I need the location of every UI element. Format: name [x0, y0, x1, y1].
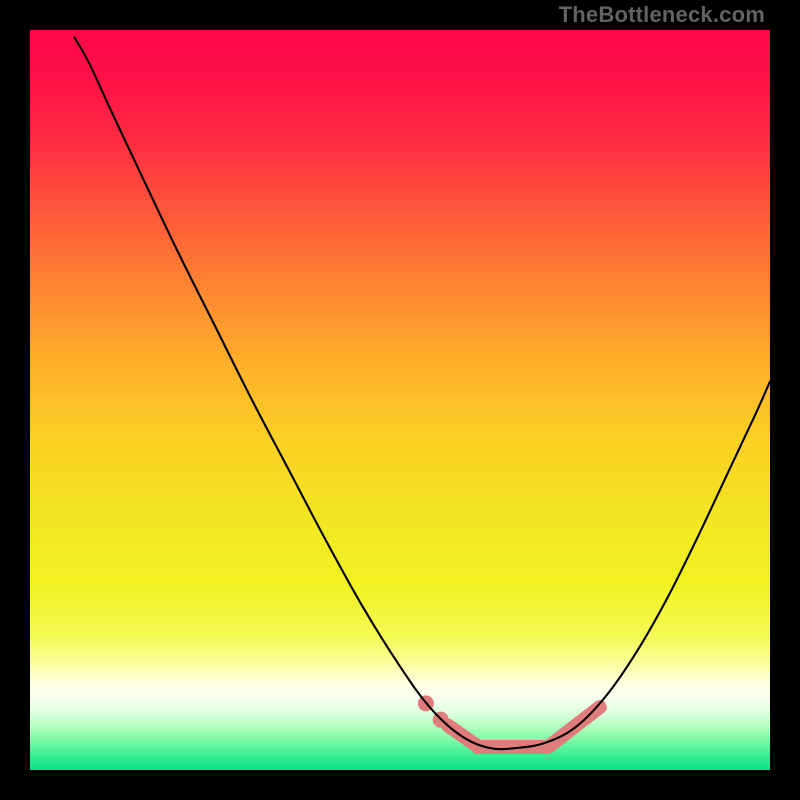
bottleneck-curve — [74, 37, 770, 749]
watermark-text: TheBottleneck.com — [559, 2, 765, 28]
chart-frame: TheBottleneck.com — [0, 0, 800, 800]
chart-svg-layer — [30, 30, 770, 770]
